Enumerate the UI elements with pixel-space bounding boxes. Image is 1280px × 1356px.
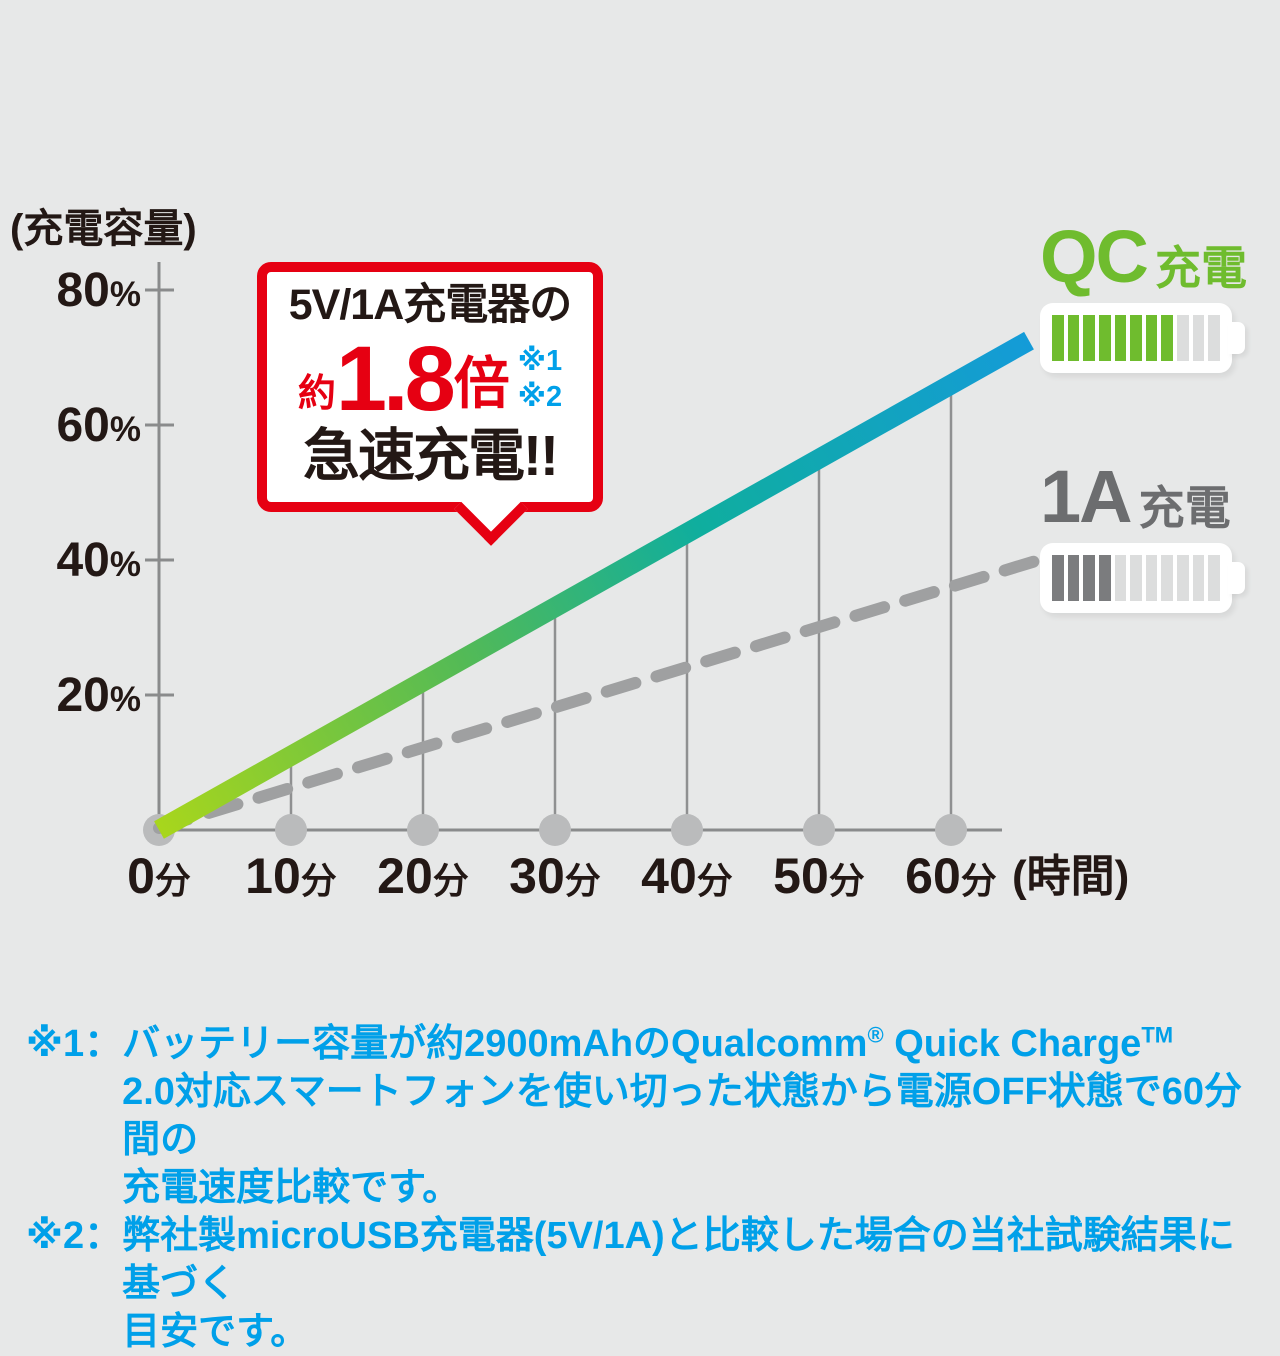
battery-bar-filled: [1052, 555, 1064, 601]
series-qc-gradient-line: [154, 331, 1034, 839]
battery-bar-empty: [1177, 555, 1189, 601]
x-tick-dot-50min: [803, 814, 835, 846]
y-tick-label-80: 80%: [56, 264, 141, 317]
x-axis-unit-label: (時間): [1012, 852, 1129, 901]
callout-line2: 約 1.8 倍 ※1 ※2: [267, 331, 593, 427]
x-tick-dot-60min: [935, 814, 967, 846]
legend-qc: QC 充電: [1040, 220, 1247, 373]
battery-bar-filled: [1161, 315, 1174, 361]
qc-battery-icon: [1040, 303, 1245, 373]
infographic-root: 20% 40% 60% 80% 0分 10分 20分 30分 40分 50分 60分 (時間) (充電…: [10, 207, 1247, 1353]
battery-bar-empty: [1208, 315, 1221, 361]
x-tick-dot-20min: [407, 814, 439, 846]
y-tick-label-40: 40%: [56, 534, 141, 587]
battery-bar-empty: [1208, 555, 1221, 601]
x-tick-label-0: 0分: [127, 848, 191, 904]
x-tick-label-10: 10分: [245, 848, 337, 904]
legend-qc-label: QC 充電: [1040, 220, 1247, 294]
battery-bar-filled: [1098, 555, 1111, 601]
x-tick-dot-40min: [671, 814, 703, 846]
battery-bar-empty: [1161, 555, 1174, 601]
legend-1a-label-main: 1A: [1040, 455, 1133, 538]
battery-bar-empty: [1114, 555, 1127, 601]
battery-bar-filled: [1114, 315, 1127, 361]
x-tick-label-30: 30分: [509, 848, 601, 904]
battery-bar-empty: [1130, 555, 1142, 601]
callout-bubble: 5V/1A充電器の 約 1.8 倍 ※1 ※2 急速充電!!: [257, 262, 603, 546]
x-tick-dot-30min: [539, 814, 571, 846]
1a-battery-icon: [1040, 543, 1245, 613]
x-tick-label-20: 20分: [377, 848, 469, 904]
legend-1a-label: 1A 充電: [1040, 460, 1232, 534]
battery-bar-filled: [1130, 315, 1142, 361]
legend-1a: 1A 充電: [1040, 460, 1245, 613]
legend-qc-label-main: QC: [1040, 215, 1149, 298]
legend-1a-label-sub: 充電: [1138, 482, 1231, 534]
footnote-label: ※2：: [26, 1215, 123, 1257]
x-tick-label-40: 40分: [641, 848, 733, 904]
callout-multiplier: 1.8: [335, 328, 456, 431]
battery-bar-empty: [1192, 315, 1205, 361]
callout-ref-1: ※1: [517, 345, 563, 378]
battery-bar-empty: [1145, 555, 1158, 601]
callout-times-char: 倍: [453, 351, 510, 415]
charging-comparison-chart: 20% 40% 60% 80% 0分 10分 20分 30分 40分 50分 60分 (時間): [56, 262, 1129, 904]
callout-ref-2: ※2: [517, 381, 563, 414]
footnote-label: ※1：: [26, 1023, 123, 1065]
y-tick-label-60: 60%: [56, 399, 141, 452]
callout-approx: 約: [297, 373, 336, 416]
battery-bar-filled: [1052, 315, 1064, 361]
footnote-text: バッテリー容量が約2900mAhのQualcomm® Quick ChargeT…: [122, 1022, 1243, 1209]
footnote-text: 弊社製microUSB充電器(5V/1A)と比較した場合の当社試験結果に基づく目…: [122, 1215, 1235, 1353]
y-axis-title: (充電容量): [10, 207, 197, 251]
callout-line1: 5V/1A充電器の: [288, 281, 573, 329]
footnotes: ※1： バッテリー容量が約2900mAhのQualcomm® Quick Char…: [26, 1020, 1264, 1356]
battery-bar-filled: [1145, 315, 1158, 361]
battery-bar-empty: [1177, 315, 1189, 361]
footnote-2: ※2： 弊社製microUSB充電器(5V/1A)と比較した場合の当社試験結果に基…: [26, 1212, 1264, 1356]
callout-footnote-refs: ※1 ※2: [518, 343, 562, 416]
x-tick-dot-10min: [275, 814, 307, 846]
x-tick-label-50: 50分: [773, 848, 865, 904]
series-1a-dashed-line: [153, 554, 1042, 834]
battery-bar-filled: [1098, 315, 1111, 361]
battery-bar-filled: [1083, 315, 1095, 361]
battery-bar-filled: [1067, 315, 1080, 361]
battery-bar-filled: [1083, 555, 1095, 601]
legend-qc-label-sub: 充電: [1155, 242, 1247, 294]
callout-line3: 急速充電!!: [303, 424, 559, 489]
x-tick-label-60: 60分: [905, 848, 997, 904]
battery-bar-empty: [1192, 555, 1205, 601]
footnote-1: ※1： バッテリー容量が約2900mAhのQualcomm® Quick Char…: [26, 1020, 1264, 1212]
y-tick-label-20: 20%: [56, 669, 141, 722]
battery-bar-filled: [1067, 555, 1080, 601]
